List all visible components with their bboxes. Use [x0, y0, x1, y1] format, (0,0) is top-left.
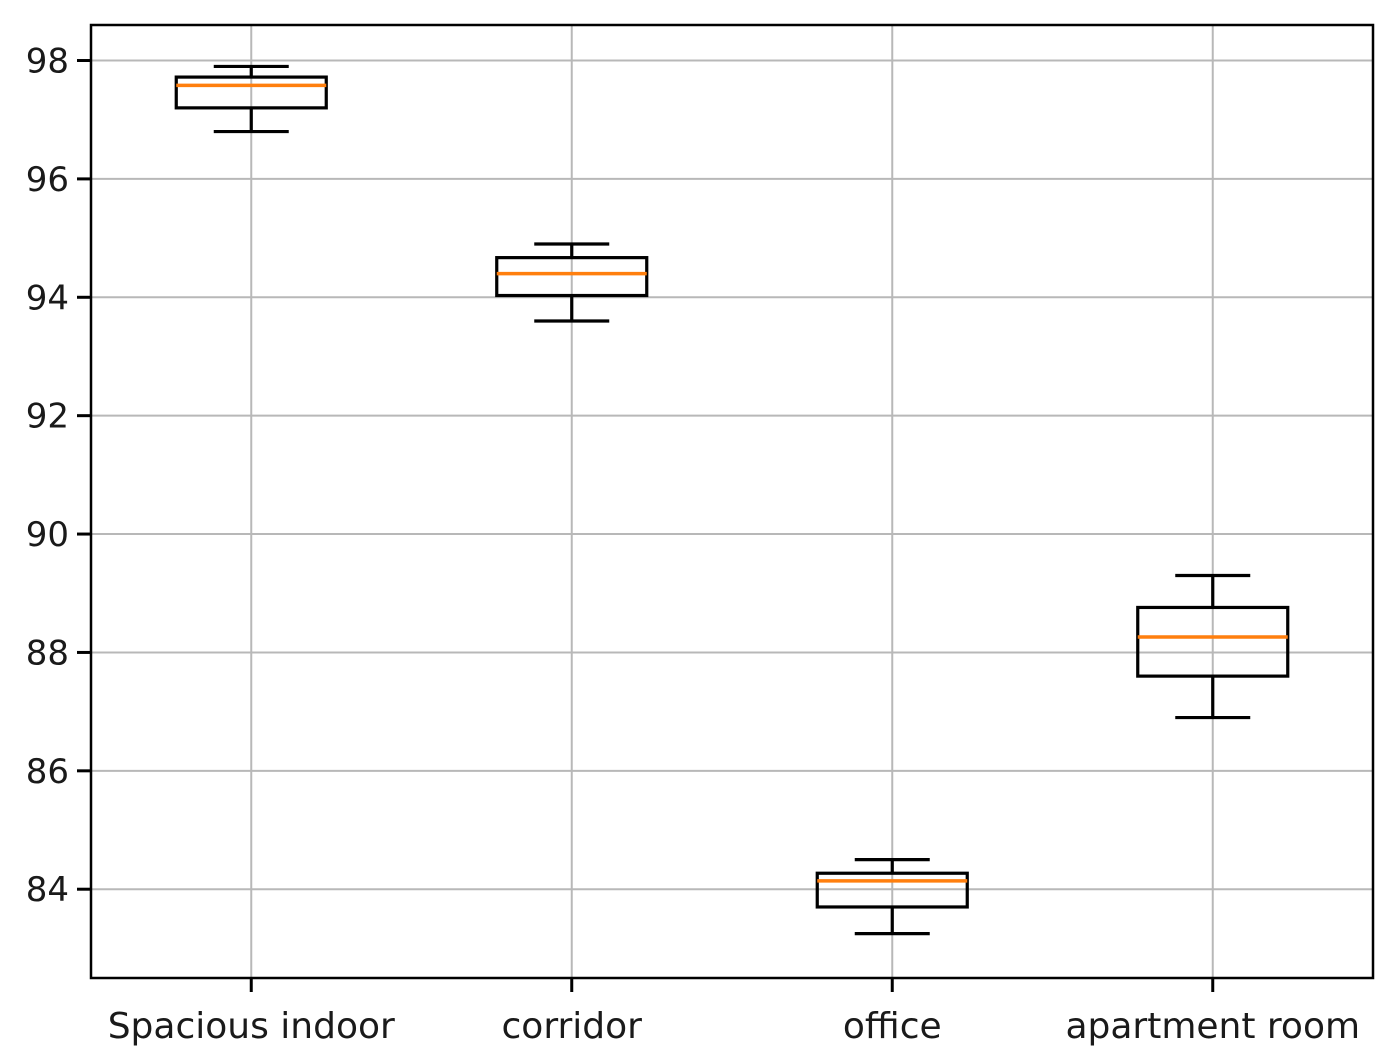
y-tick-label: 96 — [26, 160, 69, 200]
x-tick-label: corridor — [502, 1006, 643, 1047]
y-tick-label: 86 — [26, 752, 69, 792]
boxplot-box — [1136, 605, 1290, 678]
y-tick-label: 88 — [26, 633, 69, 673]
y-tick-label: 94 — [26, 278, 69, 318]
y-tick-label: 98 — [26, 42, 69, 82]
y-tick-label: 92 — [26, 397, 69, 437]
y-tick-label: 84 — [26, 870, 69, 910]
boxplot-box — [495, 256, 649, 298]
x-tick-label: Spacious indoor — [108, 1006, 395, 1047]
boxplot-box — [815, 871, 969, 909]
y-tick-label: 90 — [26, 515, 69, 555]
boxplot-box — [174, 75, 328, 110]
x-tick-label: office — [843, 1006, 942, 1047]
x-tick-label: apartment room — [1065, 1006, 1360, 1047]
axes-frame — [89, 23, 1375, 980]
